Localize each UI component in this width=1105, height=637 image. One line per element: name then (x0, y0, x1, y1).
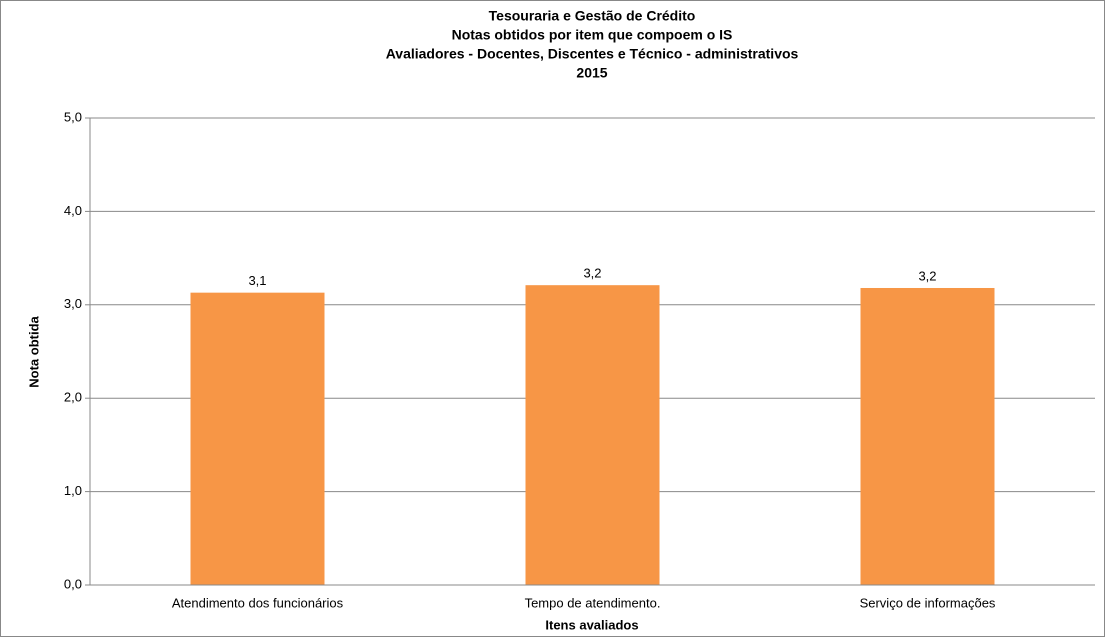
y-tick-label: 3,0 (64, 296, 82, 311)
data-label: 3,1 (248, 273, 266, 288)
chart-title: Tesouraria e Gestão de Crédito (489, 8, 696, 24)
data-label: 3,2 (918, 268, 936, 283)
y-tick-label: 1,0 (64, 483, 82, 498)
bar (190, 292, 325, 585)
y-tick-label: 5,0 (64, 109, 82, 124)
x-tick-label: Tempo de atendimento. (525, 595, 661, 610)
y-tick-label: 0,0 (64, 576, 82, 591)
x-tick-label: Serviço de informações (860, 595, 996, 610)
chart-title: Avaliadores - Docentes, Discentes e Técn… (386, 46, 799, 62)
y-tick-label: 2,0 (64, 390, 82, 405)
bar (525, 285, 660, 585)
bar (860, 287, 995, 585)
chart-title: Notas obtidos por item que compoem o IS (452, 27, 733, 43)
data-label: 3,2 (583, 266, 601, 281)
x-axis-title: Itens avaliados (545, 617, 638, 632)
x-tick-label: Atendimento dos funcionários (172, 595, 344, 610)
chart-title: 2015 (576, 65, 607, 81)
y-axis-title: Nota obtida (26, 315, 41, 387)
y-tick-label: 4,0 (64, 203, 82, 218)
